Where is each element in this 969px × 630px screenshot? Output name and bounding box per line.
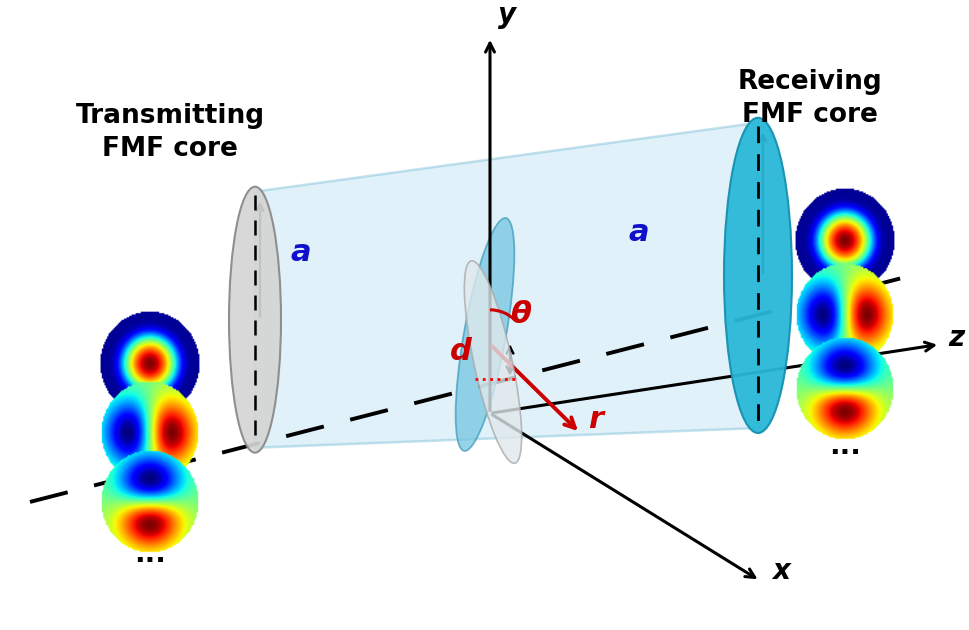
Text: θ: θ	[510, 300, 531, 329]
Ellipse shape	[455, 218, 515, 451]
Text: a: a	[290, 238, 311, 266]
Text: d: d	[450, 337, 472, 366]
Ellipse shape	[229, 186, 281, 453]
Ellipse shape	[724, 118, 792, 433]
Text: z: z	[948, 324, 964, 352]
Text: ···: ···	[134, 547, 166, 575]
Text: ···: ···	[829, 438, 860, 467]
Text: Transmitting
FMF core: Transmitting FMF core	[76, 103, 265, 162]
Text: r: r	[588, 405, 603, 434]
Ellipse shape	[464, 261, 521, 463]
Polygon shape	[255, 123, 758, 448]
Text: a: a	[628, 218, 648, 247]
Text: y: y	[498, 1, 516, 29]
Text: x: x	[772, 557, 790, 585]
Text: Receiving
FMF core: Receiving FMF core	[737, 69, 883, 127]
